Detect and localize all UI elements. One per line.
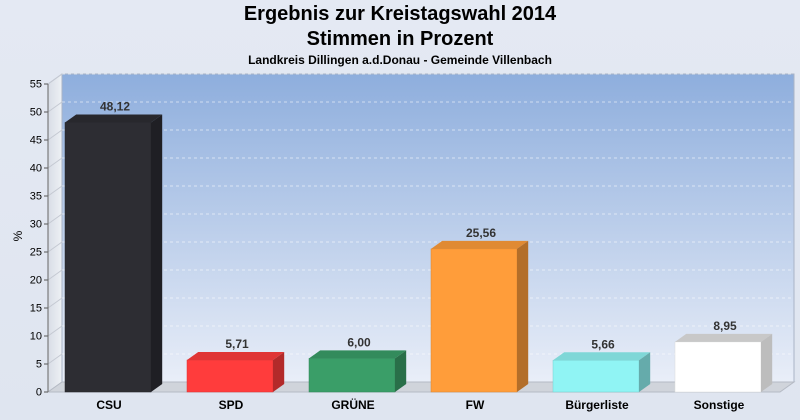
bar-value-label: 25,56: [466, 226, 496, 240]
x-tick-label: Bürgerliste: [565, 398, 629, 412]
y-tick-label: 40: [30, 163, 42, 175]
bar-front: [308, 358, 396, 393]
y-tick-label: 5: [36, 359, 42, 371]
y-tick-label: 50: [30, 107, 42, 119]
y-tick-label: 15: [30, 303, 42, 315]
wall-gridline: [47, 353, 63, 365]
bar-top: [431, 240, 529, 249]
bar-value-label: 5,66: [591, 337, 615, 351]
wall-gridline: [47, 73, 63, 85]
bar-top: [65, 114, 163, 123]
bar-front: [64, 122, 152, 393]
wall-gridline: [47, 297, 63, 309]
bar-b-rgerliste: [552, 352, 651, 393]
bar-side: [639, 352, 651, 392]
y-tick-label: 20: [30, 275, 42, 287]
labels-layer: 48,12 CSU 5,71 SPD 6,00 GRÜNE 25,56 FW 5,66 Bürge…: [96, 100, 744, 412]
x-tick-label: SPD: [219, 398, 244, 412]
bar-top: [553, 352, 651, 361]
bar-front: [430, 248, 518, 393]
y-tick-label: 10: [30, 331, 42, 343]
bar-csu: [64, 114, 163, 393]
x-tick-label: CSU: [96, 398, 121, 412]
y-tick-label: 35: [30, 191, 42, 203]
bar-side: [395, 350, 407, 392]
bar-value-label: 5,71: [225, 337, 249, 351]
bar-front: [552, 360, 640, 393]
chart-title: Ergebnis zur Kreistagswahl 2014: [243, 3, 557, 25]
y-axis-label: %: [11, 230, 25, 241]
bar-gr-ne: [308, 350, 407, 393]
x-tick-label: FW: [466, 398, 485, 412]
bar-sonstige: [674, 333, 773, 393]
wall-gridline: [47, 325, 63, 337]
x-tick-label: GRÜNE: [331, 397, 374, 412]
wall-gridline: [47, 101, 63, 113]
y-tick-label: 30: [30, 219, 42, 231]
bar-fw: [430, 240, 529, 393]
wall-gridline: [47, 185, 63, 197]
bar-side: [761, 333, 773, 392]
y-tick-label: 0: [36, 387, 42, 399]
wall-gridline: [47, 157, 63, 169]
bar-top: [675, 333, 773, 342]
wall-gridline: [47, 241, 63, 253]
bar-side: [517, 240, 529, 392]
wall-gridline: [47, 213, 63, 225]
bar-top: [187, 352, 285, 361]
y-tick-label: 55: [30, 79, 42, 91]
bar-front: [186, 359, 274, 393]
bars-layer: [64, 114, 773, 393]
bar-spd: [186, 352, 285, 393]
bar-value-label: 6,00: [347, 335, 371, 349]
x-tick-label: Sonstige: [694, 398, 745, 412]
bar-side: [151, 114, 163, 392]
bar-side: [273, 352, 285, 392]
chart-caption: Landkreis Dillingen a.d.Donau - Gemeinde…: [248, 53, 552, 67]
wall-gridline: [47, 129, 63, 141]
bar-value-label: 8,95: [713, 319, 737, 333]
y-tick-label: 25: [30, 247, 42, 259]
wall-gridline: [47, 269, 63, 281]
side-wall: [47, 73, 63, 393]
y-tick-label: 45: [30, 135, 42, 147]
plot-area: [61, 73, 795, 383]
bar-value-label: 48,12: [100, 100, 130, 114]
bar-top: [309, 350, 407, 359]
chart-subtitle: Stimmen in Prozent: [306, 28, 494, 50]
bar-front: [674, 341, 762, 393]
